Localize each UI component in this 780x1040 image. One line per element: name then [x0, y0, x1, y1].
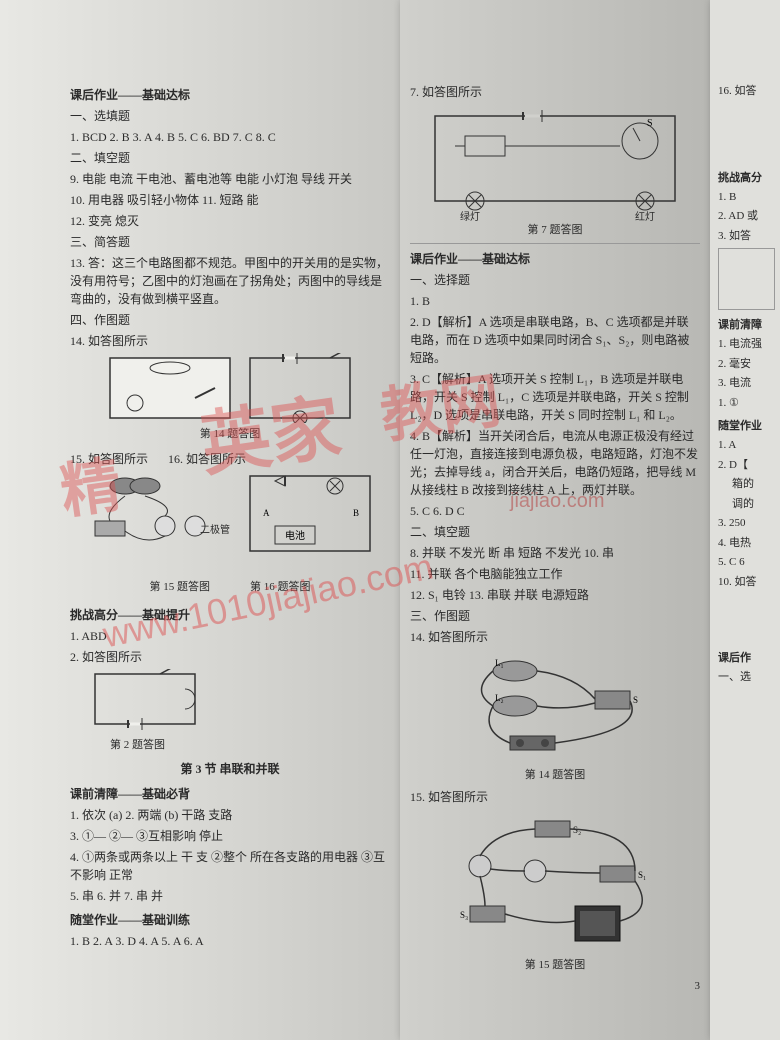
subtitle: 二、填空题	[70, 149, 390, 167]
subtitle: 一、选择题	[410, 271, 700, 289]
partial-diagram	[718, 248, 775, 310]
circuit-diagram: S₂ S₁ S₃	[435, 811, 675, 951]
diagram-r15: S₂ S₁ S₃	[435, 811, 675, 951]
partial-text: 1. 电流强	[718, 336, 775, 353]
circuit-diagram: L₁ L₂ S	[455, 651, 655, 761]
svg-text:S: S	[633, 695, 638, 705]
svg-text:S₁: S₁	[638, 870, 646, 880]
partial-text: 3. 如答	[718, 228, 775, 245]
left-page: 课后作业——基础达标 一、选填题 1. BCD 2. B 3. A 4. B 5…	[0, 0, 400, 1040]
svg-text:B: B	[353, 508, 359, 518]
answer-line: 4. ①两条或两条以上 干 支 ②整个 所在各支路的用电器 ③互不影响 正常	[70, 848, 390, 884]
right-page: 7. 如答图所示 S 绿灯 红灯 第 7 题答图 课后作业——基础达标 一、选择…	[400, 0, 710, 1040]
diagram-14b	[245, 353, 355, 423]
partial-text: 2. 毫安	[718, 356, 775, 373]
answer-line: 13. 答：这三个电路图都不规范。甲图中的开关用的是实物，没有用符号；乙图中的灯…	[70, 254, 390, 308]
partial-text: 3. 电流	[718, 375, 775, 392]
far-right-page: 16. 如答 挑战高分 1. B 2. AD 或 3. 如答 课前清障 1. 电…	[710, 0, 780, 1040]
subtitle: 三、作图题	[410, 607, 700, 625]
answer-line: 1. BCD 2. B 3. A 4. B 5. C 6. BD 7. C 8.…	[70, 128, 390, 146]
diode-label: 二极管	[200, 521, 350, 536]
answer-line: 11. 并联 各个电脑能独立工作	[410, 565, 700, 583]
svg-text:L₁: L₁	[495, 658, 504, 668]
page-number: 3	[410, 980, 700, 992]
answer-line: 8. 并联 不发光 断 串 短路 不发光 10. 串	[410, 544, 700, 562]
circuit-diagram: 电池 A B	[245, 471, 375, 561]
partial-text: 箱的	[718, 476, 775, 493]
circuit-diagram	[85, 471, 235, 561]
diagram-label: 第 14 题答图	[410, 766, 700, 782]
partial-text: 课后作	[718, 649, 775, 665]
answer-line: 2. D【解析】A 选项是串联电路，B、C 选项都是并联电路，而在 D 选项中如…	[410, 313, 700, 367]
diagram-2	[90, 669, 390, 734]
diagram-14a	[105, 353, 235, 423]
partial-text: 1. B	[718, 189, 775, 206]
circuit-diagram	[105, 353, 235, 423]
answer-line: 9. 电能 电流 干电池、蓄电池等 电能 小灯泡 导线 开关	[70, 170, 390, 188]
diagram-label: 第 15 题答图	[410, 956, 700, 972]
partial-text: 2. D【	[718, 457, 775, 474]
partial-text: 挑战高分	[718, 169, 775, 185]
answer-line: 16. 如答图所示	[168, 450, 246, 468]
section-title: 随堂作业——基础训练	[70, 911, 390, 928]
diagram-label: 第 7 题答图	[410, 221, 700, 237]
svg-text:L₂: L₂	[495, 693, 504, 703]
section-title: 课后作业——基础达标	[410, 250, 700, 267]
diagram-r14: L₁ L₂ S	[455, 651, 655, 761]
answer-line: 5. 串 6. 并 7. 串 并	[70, 887, 390, 905]
green-light-label: 绿灯	[460, 208, 480, 223]
watermark-url: jiajiao.com	[510, 490, 604, 513]
answer-line: 15. 如答图所示	[410, 788, 700, 806]
partial-text: 3. 250	[718, 515, 775, 532]
red-light-label: 红灯	[635, 208, 655, 223]
diagram-7: S 绿灯 红灯	[425, 106, 685, 216]
answer-line: 14. 如答图所示	[410, 628, 700, 646]
circuit-diagram	[90, 669, 200, 734]
diagram-15: 二极管	[85, 471, 235, 576]
section-title: 课前清障——基础必背	[70, 785, 390, 802]
answer-line: 1. B 2. A 3. D 4. A 5. A 6. A	[70, 932, 390, 950]
partial-text: 一、选	[718, 669, 775, 686]
circuit-diagram: S	[425, 106, 685, 216]
answer-line: 12. 变亮 熄灭	[70, 212, 390, 230]
section-title: 课后作业——基础达标	[70, 86, 390, 103]
partial-text: 5. C 6	[718, 554, 775, 571]
subtitle: 一、选填题	[70, 107, 390, 125]
answer-line: 1. 依次 (a) 2. 两端 (b) 干路 支路	[70, 806, 390, 824]
answer-line: 1. B	[410, 292, 700, 310]
section-3-title: 第 3 节 串联和并联	[70, 760, 390, 777]
diagram-label: 第 14 题答图	[70, 425, 390, 441]
answer-line: 15. 如答图所示	[70, 450, 148, 468]
subtitle: 三、简答题	[70, 233, 390, 251]
svg-text:S: S	[647, 118, 653, 129]
partial-text: 16. 如答	[718, 83, 775, 100]
partial-text: 课前清障	[718, 316, 775, 332]
partial-text: 1. A	[718, 437, 775, 454]
answer-line: 3. C【解析】A 选项开关 S 控制 L₁，B 选项是并联电路，开关 S 控制…	[410, 370, 700, 424]
answer-line: 3. ①— ②— ③互相影响 停止	[70, 827, 390, 845]
svg-text:A: A	[263, 508, 270, 518]
partial-text: 2. AD 或	[718, 208, 775, 225]
answer-line: 4. B【解析】当开关闭合后，电流从电源正极没有经过任一灯泡，直接连接到电源负极…	[410, 427, 700, 499]
partial-text: 随堂作业	[718, 417, 775, 433]
circuit-diagram	[245, 353, 355, 423]
partial-text: 1. ①	[718, 395, 775, 412]
partial-text: 调的	[718, 496, 775, 513]
subtitle: 二、填空题	[410, 523, 700, 541]
subtitle: 四、作图题	[70, 311, 390, 329]
svg-text:S₃: S₃	[460, 910, 468, 920]
answer-line: 10. 用电器 吸引轻小物体 11. 短路 能	[70, 191, 390, 209]
answer-line: 14. 如答图所示	[70, 332, 390, 350]
diagram-label: 第 2 题答图	[110, 736, 390, 752]
partial-text: 10. 如答	[718, 574, 775, 591]
diagram-label: 第 15 题答图	[150, 578, 211, 594]
answer-line: 12. S₁ 电铃 13. 串联 并联 电源短路	[410, 586, 700, 604]
partial-text: 4. 电热	[718, 535, 775, 552]
answer-line: 7. 如答图所示	[410, 83, 700, 101]
